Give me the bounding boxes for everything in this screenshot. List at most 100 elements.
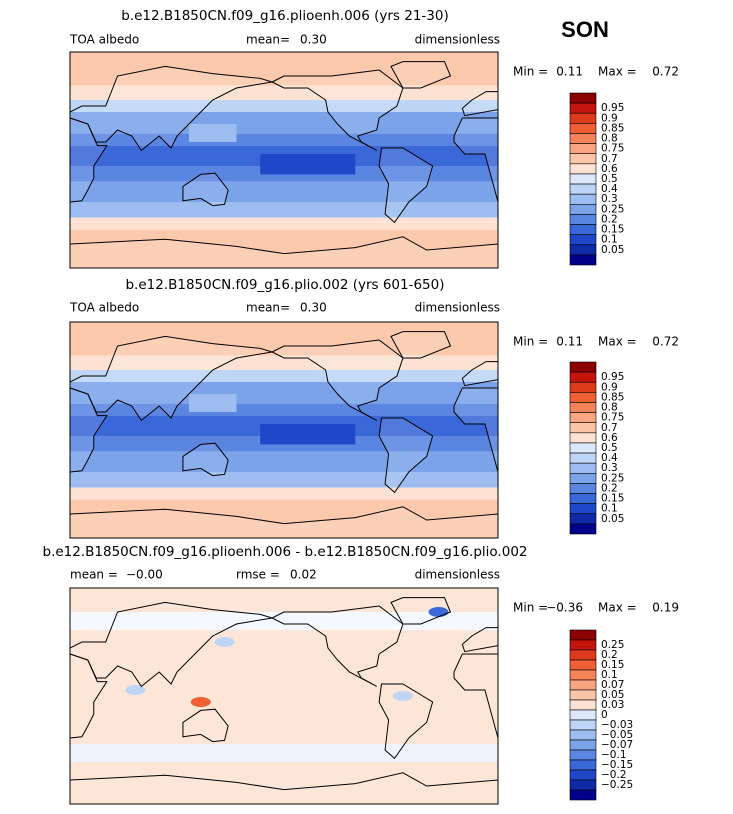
colorbar-box xyxy=(569,503,597,515)
colorbar-box xyxy=(569,254,597,266)
colorbar-label: 0.2 xyxy=(601,213,618,225)
coastline xyxy=(461,91,498,117)
min-max-label: Max = xyxy=(598,65,637,79)
panel-subtitle: dimensionless xyxy=(415,301,500,315)
map-field xyxy=(70,744,498,762)
colorbar-label: −0.07 xyxy=(601,739,633,751)
coastline xyxy=(461,627,498,653)
map-field xyxy=(188,124,237,142)
colorbar-label: −0.03 xyxy=(601,719,633,731)
coastline xyxy=(271,605,404,687)
coastline xyxy=(271,69,404,151)
colorbar-label: −0.2 xyxy=(601,769,627,781)
map-field xyxy=(125,685,146,695)
coastline xyxy=(70,387,108,473)
map-frame xyxy=(69,587,499,805)
colorbar-label: 0.3 xyxy=(601,462,618,474)
colorbar-label: 0.9 xyxy=(601,112,618,124)
colorbar-label: 0.15 xyxy=(601,659,624,671)
min-max-label: Min = xyxy=(513,601,548,615)
colorbar-box xyxy=(569,163,597,175)
colorbar-box xyxy=(569,649,597,661)
colorbar-box xyxy=(569,143,597,155)
colorbar-box xyxy=(569,392,597,403)
coastline xyxy=(390,61,452,89)
colorbar-box xyxy=(569,779,597,791)
colorbar-box xyxy=(569,92,597,104)
colorbar-box xyxy=(569,381,597,393)
map-field xyxy=(260,154,356,175)
coastline xyxy=(453,653,498,739)
colorbar-box xyxy=(569,452,597,464)
map-field xyxy=(392,691,413,701)
colorbar-label: 0.15 xyxy=(601,224,624,236)
map xyxy=(69,321,499,539)
colorbar-label: 0.9 xyxy=(601,381,618,393)
colorbar-box xyxy=(569,193,597,205)
colorbar-label: 0.05 xyxy=(601,689,624,701)
coastline xyxy=(271,339,404,421)
colorbar-label: 0.05 xyxy=(601,244,624,256)
colorbar-label: 0.8 xyxy=(601,133,618,145)
colorbar-box xyxy=(569,432,597,444)
map-field xyxy=(70,451,498,472)
coastline xyxy=(453,117,498,203)
map-field xyxy=(70,112,498,134)
map-field xyxy=(188,394,237,412)
map-content xyxy=(70,588,498,804)
map-content xyxy=(70,322,498,538)
map-field xyxy=(70,472,498,488)
panel-subtitle: mean= xyxy=(246,33,290,47)
coastline xyxy=(390,597,452,625)
colorbar-box xyxy=(569,709,597,721)
map-field xyxy=(70,499,498,538)
panel-subtitle: 0.30 xyxy=(300,33,327,47)
colorbar-label: 0.07 xyxy=(601,679,624,691)
colorbar-label: 0.1 xyxy=(601,503,618,515)
coastline xyxy=(70,772,498,804)
coastline xyxy=(378,683,434,760)
colorbar-box xyxy=(569,679,597,691)
colorbar-label: 0.75 xyxy=(601,412,624,424)
colorbar-label: −0.15 xyxy=(601,759,633,771)
colorbar-box xyxy=(569,402,597,413)
map xyxy=(69,51,499,269)
colorbar-label: 0.75 xyxy=(601,143,624,155)
min-max-label: Max = xyxy=(598,335,637,349)
panel-subtitle: −0.00 xyxy=(126,568,163,582)
colorbar-label: 0.7 xyxy=(601,422,618,434)
colorbar-label: 0.85 xyxy=(601,122,624,134)
panel-subtitle: 0.30 xyxy=(300,301,327,315)
colorbar-label: 0.1 xyxy=(601,669,618,681)
panel-subtitle: dimensionless xyxy=(415,568,500,582)
panel-title: b.e12.B1850CN.f09_g16.plioenh.006 - b.e1… xyxy=(43,544,528,560)
min-max-label: 0.19 xyxy=(652,601,679,615)
colorbar-box xyxy=(569,361,597,373)
colorbar-label: −0.05 xyxy=(601,729,633,741)
colorbar-label: −0.25 xyxy=(601,779,633,791)
map-field xyxy=(70,382,498,404)
colorbar-label: −0.1 xyxy=(601,749,627,761)
coastline xyxy=(182,442,229,477)
colorbar-label: 0.6 xyxy=(601,163,618,175)
panel-title: b.e12.B1850CN.f09_g16.plio.002 (yrs 601-… xyxy=(125,277,444,293)
coastline xyxy=(182,708,229,743)
colorbar-box xyxy=(569,719,597,731)
coastline xyxy=(378,147,434,224)
map-field xyxy=(70,181,498,202)
colorbar-box xyxy=(569,639,597,651)
map-frame xyxy=(69,321,499,539)
colorbar-label: 0.95 xyxy=(601,102,624,114)
map-content xyxy=(70,52,498,268)
colorbar-box xyxy=(569,102,597,114)
colorbar-box xyxy=(569,659,597,671)
colorbar-box xyxy=(569,371,597,383)
map-field xyxy=(70,229,498,268)
min-max-label: 0.11 xyxy=(556,335,583,349)
panel-subtitle: TOA albedo xyxy=(69,301,139,315)
coastline xyxy=(70,117,108,203)
coastline xyxy=(378,417,434,494)
colorbar-box xyxy=(569,244,597,256)
colorbar-box xyxy=(569,153,597,165)
